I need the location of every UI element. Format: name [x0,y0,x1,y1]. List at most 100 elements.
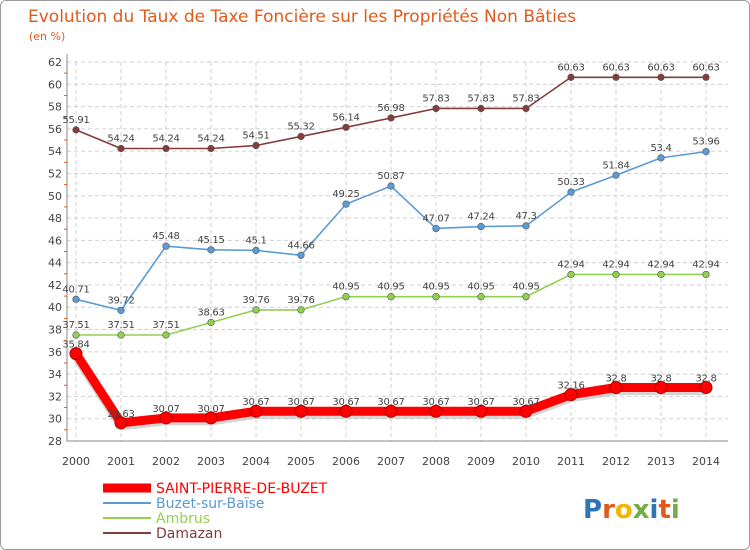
data-label: 50.33 [557,177,584,188]
y-tick-label: 44 [48,257,62,270]
data-label: 57.83 [467,93,494,104]
data-labels: 55.91 54.24 54.24 54.24 54.51 55.32 56.14 56.98… [62,62,719,420]
data-label: 55.91 [62,115,89,126]
data-point [564,388,578,402]
data-label: 32.16 [557,381,584,392]
data-label: 30.67 [242,397,269,408]
data-point [69,347,83,361]
y-tick-label: 40 [48,301,62,314]
y-tick-label: 30 [48,413,62,426]
data-point [162,331,170,339]
data-label: 54.51 [242,130,269,141]
data-point [252,306,260,314]
data-label: 53.96 [692,137,719,148]
data-label: 30.07 [197,404,224,415]
data-label: 51.84 [602,160,629,171]
data-point [522,104,530,113]
data-point [657,270,665,279]
data-point [252,141,260,150]
data-point [699,380,713,394]
legend-label: Ambrus [156,511,210,527]
data-label: 42.94 [692,259,719,270]
data-label: 30.67 [377,397,404,408]
data-point [519,404,533,418]
data-point [297,251,305,259]
data-point [387,293,395,301]
data-point [522,222,530,230]
data-label: 39.76 [242,295,269,306]
data-point [339,404,353,418]
legend-label: Buzet-sur-Baïse [156,496,265,512]
axes: 28 30 32 34 36 38 40 42 44 46 48 50 52 54 56 58 60 62 2000… [48,54,728,468]
data-label: 56.14 [332,112,359,123]
data-label: 54.24 [107,134,134,145]
data-label: 39.76 [287,295,314,306]
y-tick-label: 32 [48,390,62,403]
x-tick-label: 2003 [197,455,225,468]
data-label: 44.66 [287,240,314,251]
legend: SAINT-PIERRE-DE-BUZETBuzet-sur-BaïseAmbr… [103,481,328,542]
data-point [657,73,665,81]
legend-label: SAINT-PIERRE-DE-BUZET [156,481,328,497]
data-point [567,188,575,196]
x-tick-label: 2006 [332,455,360,468]
data-point [477,222,485,231]
data-label: 40.95 [467,282,494,293]
data-point [477,104,485,113]
data-label: 42.94 [602,259,629,270]
data-point [429,404,443,418]
data-label: 49.25 [332,189,359,200]
x-tick-label: 2004 [242,455,270,468]
x-tick-label: 2012 [602,455,630,468]
data-point [162,144,170,153]
data-point [297,306,305,314]
data-point [657,154,665,162]
data-label: 32.8 [650,373,671,384]
data-point [72,331,80,339]
data-point [432,293,440,301]
data-label: 30.67 [287,397,314,408]
data-point [117,331,125,339]
data-label: 30.67 [332,397,359,408]
data-point [117,306,125,314]
data-label: 47.3 [515,211,536,222]
data-point [117,144,125,153]
data-point [72,295,80,303]
data-label: 42.94 [557,259,584,270]
legend-label: Damazan [156,526,222,542]
y-tick-label: 48 [48,212,62,225]
x-tick-label: 2013 [647,455,675,468]
data-point [702,73,710,81]
x-tick-label: 2008 [422,455,450,468]
data-point [612,73,620,81]
data-label: 29.63 [107,409,134,420]
logo-letter: o [615,495,633,525]
data-point [207,246,215,254]
data-label: 37.51 [107,320,134,331]
y-tick-label: 42 [48,279,62,292]
data-point [387,114,395,122]
data-label: 47.24 [467,212,494,223]
data-label: 56.98 [377,103,404,114]
logo-letter: x [633,495,650,525]
data-point [159,411,173,425]
proxiti-logo: Proxiti [583,495,680,525]
y-tick-label: 50 [48,190,62,203]
data-point [612,270,620,279]
data-label: 60.63 [692,62,719,73]
data-label: 39.72 [107,295,134,306]
data-point [702,148,710,156]
data-label: 42.94 [647,259,674,270]
y-tick-label: 62 [48,56,62,69]
y-tick-label: 46 [48,234,62,247]
chart-title: Evolution du Taux de Taxe Foncière sur l… [28,7,576,27]
data-label: 32.8 [695,373,716,384]
data-label: 45.1 [245,235,266,246]
data-point [342,123,350,131]
data-point [294,404,308,418]
data-label: 30.67 [467,397,494,408]
data-point [432,104,440,113]
data-point [384,404,398,418]
data-point [567,73,575,81]
